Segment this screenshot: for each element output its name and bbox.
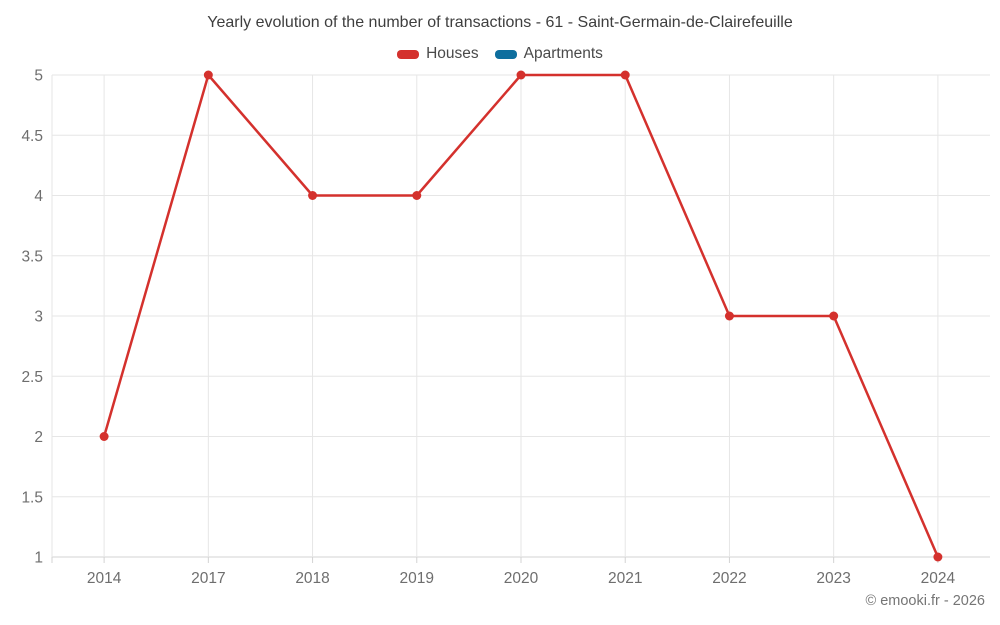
houses-legend-label: Houses xyxy=(426,45,479,62)
data-point-houses-2017[interactable] xyxy=(203,70,213,80)
y-axis-tick-label: 1.5 xyxy=(21,489,43,506)
x-axis-tick-label: 2023 xyxy=(816,570,850,587)
data-point-houses-2014[interactable] xyxy=(99,432,109,441)
data-point-houses-2021[interactable] xyxy=(620,70,630,80)
apartments-legend-swatch xyxy=(494,49,517,59)
y-axis-tick-label: 4.5 xyxy=(21,128,43,145)
x-axis-tick-label: 2021 xyxy=(608,570,642,587)
copyright: © emooki.fr - 2026 xyxy=(865,593,985,609)
y-axis-tick-label: 4 xyxy=(34,188,43,205)
legend-item-apartments[interactable]: Apartments xyxy=(494,45,603,63)
legend-item-houses[interactable]: Houses xyxy=(397,45,479,63)
x-axis-tick-label: 2019 xyxy=(400,570,434,587)
data-point-houses-2023[interactable] xyxy=(829,311,839,321)
x-axis-tick-label: 2022 xyxy=(712,570,746,587)
x-axis-tick-label: 2018 xyxy=(295,570,329,587)
data-point-houses-2024[interactable] xyxy=(933,552,943,562)
x-axis-tick-label: 2017 xyxy=(191,570,225,587)
data-point-houses-2020[interactable] xyxy=(516,70,526,80)
y-axis-tick-label: 3 xyxy=(34,309,43,326)
y-axis-tick-label: 2.5 xyxy=(21,369,43,386)
apartments-legend-label: Apartments xyxy=(523,45,603,62)
chart-title: Yearly evolution of the number of transa… xyxy=(207,14,793,31)
y-axis-tick-label: 1 xyxy=(34,550,43,567)
data-point-houses-2018[interactable] xyxy=(308,191,318,200)
x-axis-tick-label: 2024 xyxy=(921,570,956,587)
legend: Houses Apartments xyxy=(0,45,1000,63)
y-axis-tick-label: 3.5 xyxy=(21,248,43,265)
houses-legend-swatch xyxy=(397,49,420,59)
data-point-houses-2019[interactable] xyxy=(412,191,422,200)
y-axis-tick-label: 5 xyxy=(34,68,43,85)
y-axis-tick-label: 2 xyxy=(34,429,43,446)
x-axis-tick-label: 2020 xyxy=(504,570,539,587)
data-point-houses-2022[interactable] xyxy=(724,311,734,321)
x-axis-tick-label: 2014 xyxy=(87,570,122,587)
